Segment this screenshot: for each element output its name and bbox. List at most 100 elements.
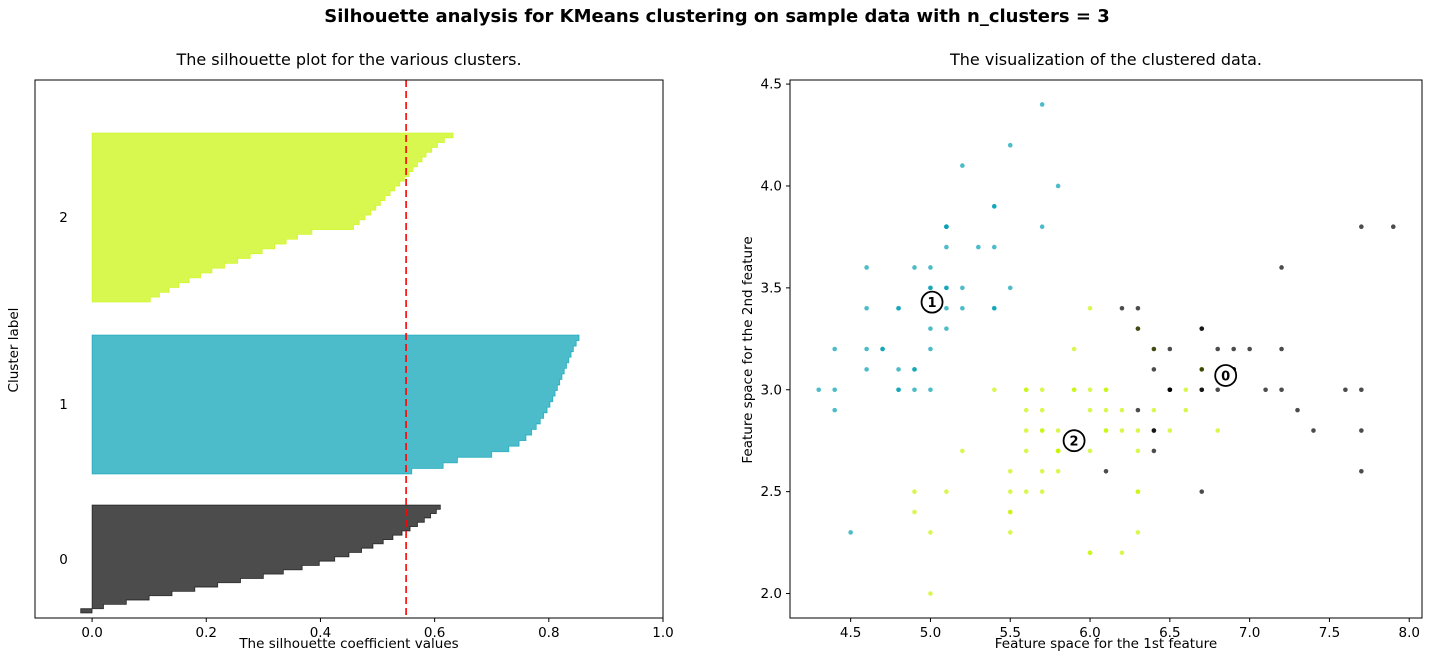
scatter-axes-frame — [789, 79, 1423, 619]
data-point-cluster-2 — [928, 591, 933, 596]
data-point-cluster-2 — [1087, 387, 1093, 393]
data-point-cluster-1 — [960, 163, 965, 168]
scatter-ytick-label: 2.0 — [761, 586, 782, 602]
data-point-cluster-0 — [1359, 387, 1364, 393]
data-point-cluster-2 — [944, 489, 949, 494]
scatter-xtick-label: 7.5 — [1319, 625, 1340, 641]
silhouette-xtick-label: 0.4 — [310, 625, 331, 641]
cluster-2-band-label: 2 — [59, 210, 68, 226]
data-point-cluster-2 — [1167, 428, 1173, 433]
data-point-cluster-1 — [928, 387, 933, 393]
data-point-cluster-0 — [1359, 428, 1364, 433]
silhouette-xaxis-label: The silhouette coefficient values — [239, 636, 459, 652]
data-point-cluster-0 — [1199, 326, 1205, 331]
data-point-cluster-0 — [1199, 387, 1205, 393]
data-point-cluster-1 — [960, 285, 965, 291]
scatter-xtick-label: 7.0 — [1239, 625, 1260, 641]
data-point-cluster-0 — [1135, 326, 1141, 331]
silhouette-cluster-2-shape — [91, 132, 454, 303]
cluster-center-1-label: 1 — [928, 296, 937, 311]
data-point-cluster-1 — [832, 346, 837, 352]
data-point-cluster-2 — [1215, 428, 1221, 433]
scatter-xtick-label: 6.5 — [1159, 625, 1180, 641]
data-point-cluster-0 — [1279, 265, 1284, 270]
data-point-cluster-0 — [1215, 346, 1221, 352]
data-point-cluster-2 — [1135, 530, 1141, 535]
scatter-yaxis-label: Feature space for the 2nd feature — [740, 236, 756, 464]
data-point-cluster-1 — [976, 244, 981, 250]
cluster-center-2-marker — [1062, 429, 1086, 453]
data-point-cluster-2 — [1039, 407, 1045, 413]
data-point-cluster-2 — [1183, 387, 1189, 393]
data-point-cluster-0 — [1151, 367, 1157, 372]
scatter-xaxis-label: Feature space for the 1st feature — [994, 636, 1218, 652]
data-point-cluster-2 — [1039, 489, 1045, 494]
scatter-ytick-label: 3.5 — [761, 280, 782, 296]
data-point-cluster-2 — [1071, 346, 1077, 352]
data-point-cluster-1 — [944, 285, 949, 291]
data-point-cluster-1 — [1039, 102, 1045, 107]
cluster-center-2-label: 2 — [1070, 435, 1079, 450]
data-point-cluster-2 — [1119, 550, 1125, 556]
data-point-cluster-1 — [896, 367, 901, 372]
cluster-0-band-label: 0 — [59, 552, 68, 568]
data-point-cluster-1 — [912, 265, 917, 270]
data-point-cluster-0 — [1295, 407, 1300, 413]
data-point-cluster-0 — [1151, 346, 1157, 352]
data-point-cluster-0 — [1279, 387, 1284, 393]
data-point-cluster-1 — [912, 367, 917, 372]
data-point-cluster-1 — [1007, 142, 1013, 148]
scatter-ytick-label: 2.5 — [761, 484, 782, 500]
data-point-cluster-1 — [944, 326, 949, 331]
data-point-cluster-2 — [1039, 468, 1045, 474]
data-point-cluster-1 — [991, 204, 997, 209]
data-point-cluster-2 — [912, 489, 917, 494]
scatter-ytick-label: 4.5 — [761, 77, 782, 93]
data-point-cluster-1 — [816, 387, 822, 393]
data-point-cluster-0 — [1167, 387, 1173, 393]
silhouette-xtick-label: 0.2 — [196, 625, 217, 641]
data-point-cluster-0 — [1390, 224, 1396, 230]
data-point-cluster-1 — [832, 407, 837, 413]
data-point-cluster-2 — [1183, 407, 1189, 413]
data-point-cluster-2 — [1039, 428, 1045, 433]
data-point-cluster-1 — [864, 305, 869, 311]
data-point-cluster-0 — [1135, 305, 1141, 311]
data-point-cluster-0 — [1119, 305, 1125, 311]
data-point-cluster-2 — [1087, 305, 1093, 311]
scatter-xtick-label: 5.5 — [1000, 625, 1021, 641]
data-point-cluster-2 — [1055, 468, 1061, 474]
data-point-cluster-2 — [1087, 407, 1093, 413]
silhouette-xtick-label: 0.8 — [538, 625, 559, 641]
data-point-cluster-1 — [880, 346, 885, 352]
data-point-cluster-2 — [1087, 448, 1093, 454]
data-point-cluster-2 — [1135, 489, 1141, 494]
data-point-cluster-0 — [1135, 407, 1141, 413]
data-point-cluster-2 — [1023, 387, 1029, 393]
figure-suptitle: Silhouette analysis for KMeans clusterin… — [324, 6, 1110, 27]
data-point-cluster-0 — [1151, 448, 1157, 454]
cluster-center-1-marker — [920, 290, 944, 314]
data-point-cluster-2 — [928, 530, 933, 535]
data-point-cluster-0 — [1247, 346, 1252, 352]
data-point-cluster-2 — [1135, 448, 1141, 454]
scatter-xtick-label: 8.0 — [1398, 625, 1419, 641]
scatter-xtick-label: 4.5 — [840, 625, 861, 641]
data-point-cluster-2 — [1023, 448, 1029, 454]
scatter-ytick-label: 3.0 — [761, 382, 782, 398]
data-point-cluster-1 — [896, 387, 901, 393]
scatter-plot-title: The visualization of the clustered data. — [950, 50, 1262, 69]
data-point-cluster-0 — [1231, 346, 1236, 352]
cluster-1-band-label: 1 — [59, 397, 68, 413]
data-point-cluster-2 — [1039, 387, 1045, 393]
data-point-cluster-2 — [1151, 407, 1157, 413]
data-point-cluster-2 — [1007, 509, 1013, 515]
data-point-cluster-2 — [1103, 407, 1109, 413]
data-point-cluster-0 — [1311, 428, 1316, 433]
data-point-cluster-0 — [1103, 468, 1109, 474]
data-point-cluster-1 — [864, 265, 869, 270]
data-point-cluster-1 — [944, 244, 949, 250]
data-point-cluster-2 — [1087, 550, 1093, 556]
data-point-cluster-1 — [991, 305, 997, 311]
